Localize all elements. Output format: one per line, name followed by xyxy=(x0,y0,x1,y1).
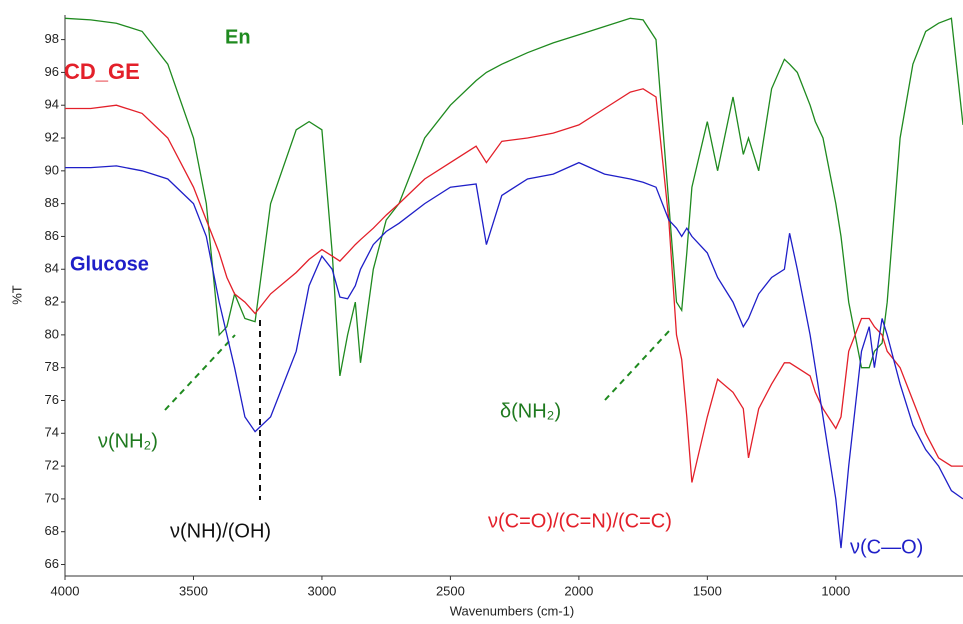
series-line xyxy=(65,88,963,483)
x-tick-label: 2500 xyxy=(436,583,465,598)
series-line xyxy=(65,161,963,549)
y-tick-label: 76 xyxy=(45,392,59,407)
guide-line xyxy=(164,334,236,411)
series-label: CD_GE xyxy=(64,59,140,84)
y-tick-label: 82 xyxy=(45,293,59,308)
y-tick-label: 92 xyxy=(45,129,59,144)
x-tick-label: 3000 xyxy=(307,583,336,598)
y-tick-label: 80 xyxy=(45,326,59,341)
y-axis-label: %T xyxy=(9,285,24,305)
y-tick-label: 72 xyxy=(45,458,59,473)
y-tick-label: 98 xyxy=(45,31,59,46)
x-tick-label: 3500 xyxy=(179,583,208,598)
series-line xyxy=(64,17,963,377)
y-tick-label: 66 xyxy=(45,556,59,571)
x-axis-label: Wavenumbers (cm-1) xyxy=(450,603,574,618)
y-tick-label: 68 xyxy=(45,523,59,538)
y-tick-label: 90 xyxy=(45,162,59,177)
annotation: δ(NH₂) xyxy=(500,400,561,422)
annotation: ν(C=O)/(C=N)/(C=C) xyxy=(488,510,672,532)
y-tick-label: 78 xyxy=(45,359,59,374)
series-label: Glucose xyxy=(70,253,149,275)
y-tick-label: 86 xyxy=(45,228,59,243)
y-tick-label: 74 xyxy=(45,425,59,440)
y-tick-label: 96 xyxy=(45,64,59,79)
guide-line xyxy=(604,329,671,401)
y-tick-label: 84 xyxy=(45,261,59,276)
x-tick-label: 2000 xyxy=(564,583,593,598)
y-tick-label: 94 xyxy=(45,97,59,112)
x-tick-label: 1000 xyxy=(821,583,850,598)
annotation: ν(C—O) xyxy=(850,536,923,558)
y-tick-label: 88 xyxy=(45,195,59,210)
annotation: ν(NH)/(OH) xyxy=(170,520,271,542)
x-tick-label: 4000 xyxy=(51,583,80,598)
x-tick-label: 1500 xyxy=(693,583,722,598)
annotation: ν(NH₂) xyxy=(98,430,158,452)
y-tick-label: 70 xyxy=(45,490,59,505)
series-label: En xyxy=(225,26,251,48)
annotation-guides xyxy=(164,320,671,500)
